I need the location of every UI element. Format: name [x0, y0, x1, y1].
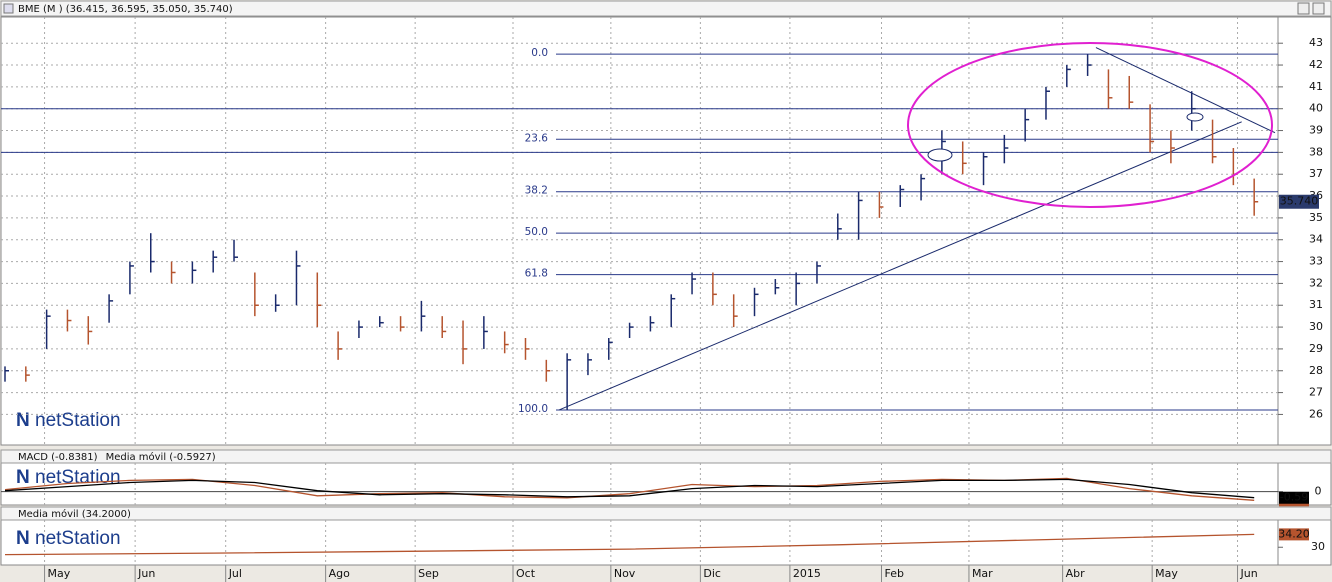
y-tick-label: 30: [1311, 540, 1325, 553]
fib-label: 38.2: [525, 185, 548, 197]
price-panel: [0, 16, 1279, 446]
y-tick-label: 35: [1309, 211, 1323, 224]
x-tick-label: Oct: [516, 567, 536, 580]
x-tick-label: Ago: [329, 567, 351, 580]
y-tick-label: 0: [1315, 485, 1322, 498]
trend-line: [558, 121, 1242, 411]
y-tick-label: 41: [1309, 80, 1323, 93]
series-line: [4, 478, 1255, 499]
watermark-logo: N: [16, 467, 30, 488]
x-tick-label: May: [48, 567, 71, 580]
marker-ellipse: [927, 148, 953, 162]
value-tag: [1279, 528, 1309, 541]
y-tick-label: 37: [1309, 167, 1323, 180]
watermark-logo: N: [16, 410, 30, 431]
y-tick-label: 39: [1309, 124, 1323, 137]
marker-ellipse: [1186, 112, 1204, 122]
y-tick-label: 27: [1309, 386, 1323, 399]
y-tick-label: 30: [1309, 320, 1323, 333]
series-line: [4, 533, 1255, 556]
y-tick-label: 32: [1309, 276, 1323, 289]
x-tick-label: Dic: [703, 567, 721, 580]
watermark: netStation: [35, 467, 121, 488]
x-tick-label: 2015: [793, 567, 821, 580]
y-tick-label: 40: [1309, 102, 1323, 115]
ma-panel: [0, 519, 1279, 566]
y-tick-label: 28: [1309, 364, 1323, 377]
fib-label: 50.0: [525, 226, 548, 238]
legend-entry: MACD (-0.8381): [18, 452, 98, 463]
fib-label: 0.0: [531, 47, 548, 59]
value-tag-label: 34.20: [1278, 527, 1310, 540]
legend-entry: Media móvil (-0.5927): [106, 451, 216, 463]
x-tick-label: Mar: [972, 567, 993, 580]
x-tick-label: Sep: [418, 567, 439, 580]
price-tag-label: 35.740: [1280, 195, 1319, 208]
fib-label: 23.6: [525, 132, 549, 144]
value-tag: [1279, 491, 1309, 504]
price-tag: [1279, 194, 1319, 209]
legend-entry: Media móvil (34.2000): [18, 508, 131, 520]
trend-line: [1095, 47, 1276, 134]
y-tick-label: 38: [1309, 145, 1323, 158]
plot-layer: May Jun Jul Ago Sep Oct Nov Dic 2015 Feb Mar Abr May…: [1, 17, 1325, 582]
price-header: [0, 0, 1332, 17]
minimize-button[interactable]: [1297, 2, 1310, 15]
value-tag-label: -0.59: [1280, 491, 1308, 504]
x-tick-label: Jul: [228, 567, 242, 580]
watermark-logo: N: [16, 528, 30, 549]
x-tick-label: Feb: [885, 567, 904, 580]
y-tick-label: 33: [1309, 255, 1323, 268]
y-tick-label: 31: [1309, 298, 1323, 311]
y-tick-label: 42: [1309, 58, 1323, 71]
macd-header: [0, 449, 1332, 464]
macd-panel: [0, 462, 1279, 506]
watermark: netStation: [35, 528, 121, 549]
highlight-ellipse: [907, 42, 1273, 208]
fib-label: 100.0: [518, 403, 548, 415]
x-tick-label: Abr: [1066, 567, 1086, 580]
x-tick-label: Nov: [614, 567, 636, 580]
ma-header: [0, 506, 1332, 521]
x-tick-label: Jun: [1240, 567, 1258, 580]
price-axis: [1277, 16, 1332, 446]
y-tick-label: 34: [1309, 233, 1323, 246]
panel-icon: [3, 3, 14, 14]
fib-label: 61.8: [525, 268, 548, 280]
y-tick-label: 43: [1309, 36, 1323, 49]
x-tick-label: Jun: [137, 567, 155, 580]
watermark: netStation: [35, 410, 121, 431]
x-tick-label: May: [1155, 567, 1178, 580]
y-tick-label: 29: [1309, 342, 1323, 355]
maximize-button[interactable]: [1312, 2, 1325, 15]
price-title: BME (M ) (36.415, 36.595, 35.050, 35.740…: [18, 4, 233, 15]
y-tick-label: 26: [1309, 407, 1323, 420]
